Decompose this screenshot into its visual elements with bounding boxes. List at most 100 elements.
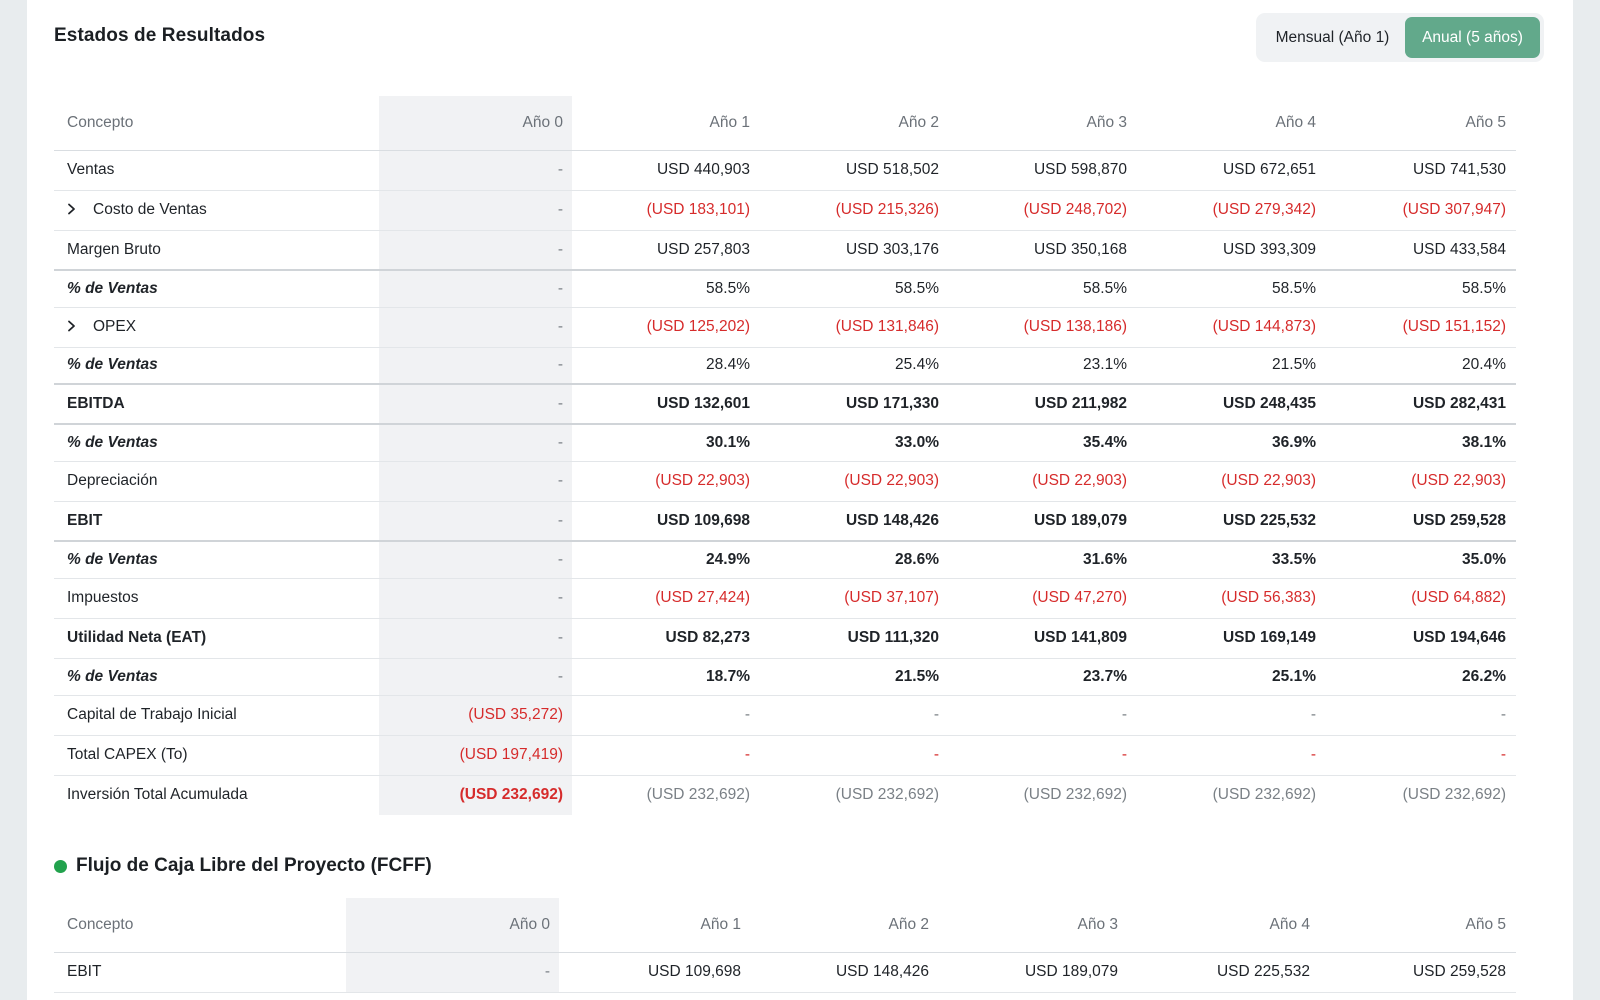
income-statement-table: Concepto Año 0 Año 1 Año 2 Año 3 Año 4 A…: [54, 96, 1516, 815]
cell: USD 225,532: [1128, 952, 1320, 993]
cell: -: [379, 270, 572, 308]
cell: (USD 47,270): [949, 578, 1137, 619]
table-row: Impuestos - (USD 27,424) (USD 37,107) (U…: [54, 578, 1516, 619]
cell: 28.6%: [760, 541, 949, 579]
row-label: EBITDA: [54, 384, 379, 425]
monthly-toggle-button[interactable]: Mensual (Año 1): [1275, 28, 1390, 46]
fcff-section-title: Flujo de Caja Libre del Proyecto (FCFF): [54, 855, 432, 877]
row-label: OPEX: [54, 307, 379, 348]
row-label: Impuestos: [54, 578, 379, 619]
cell: (USD 125,202): [572, 307, 760, 348]
column-header-ano-3: Año 3: [949, 96, 1137, 151]
cell: USD 257,803: [572, 230, 760, 271]
cell: USD 171,330: [760, 384, 949, 425]
cell: -: [379, 384, 572, 425]
row-label: Total CAPEX (To): [54, 735, 379, 776]
cell: (USD 56,383): [1137, 578, 1326, 619]
column-header-ano-0: Año 0: [346, 898, 559, 953]
cell: (USD 35,272): [379, 695, 572, 736]
cell: USD 169,149: [1137, 618, 1326, 659]
cell: 58.5%: [572, 270, 760, 308]
cell: (USD 232,692): [1212, 786, 1316, 804]
cell: 36.9%: [1137, 424, 1326, 462]
row-label: % de Ventas: [54, 347, 379, 385]
table-row[interactable]: OPEX - (USD 125,202) (USD 131,846) (USD …: [54, 307, 1516, 348]
cell: -: [379, 501, 572, 542]
cell: USD 248,435: [1137, 384, 1326, 425]
cell: -: [572, 735, 760, 776]
income-statement-title: Estados de Resultados: [54, 25, 266, 46]
cell: 28.4%: [572, 347, 760, 385]
table-row: EBIT - USD 109,698 USD 148,426 USD 189,0…: [54, 501, 1516, 542]
cell: 30.1%: [572, 424, 760, 462]
column-header-ano-2: Año 2: [751, 898, 939, 953]
row-label-text: OPEX: [93, 318, 137, 335]
cell: (USD 248,702): [949, 190, 1137, 231]
column-header-ano-5: Año 5: [1320, 898, 1516, 953]
table-row: Utilidad Neta (EAT) - USD 82,273 USD 111…: [54, 618, 1516, 659]
table-row: % de Ventas - 18.7% 21.5% 23.7% 25.1% 26…: [54, 658, 1516, 696]
cell: (USD 307,947): [1326, 190, 1516, 231]
cell: 21.5%: [1137, 347, 1326, 385]
cell: USD 282,431: [1326, 384, 1516, 425]
section-header: Estados de Resultados Mensual (Año 1) An…: [27, 0, 1573, 76]
annual-toggle-button[interactable]: Anual (5 años): [1405, 17, 1540, 58]
table-row: % de Ventas - 28.4% 25.4% 23.1% 21.5% 20…: [54, 347, 1516, 385]
table-row: % de Ventas - 30.1% 33.0% 35.4% 36.9% 38…: [54, 424, 1516, 462]
chevron-right-icon[interactable]: [67, 201, 93, 217]
row-label: EBIT: [54, 501, 379, 542]
cell: -: [379, 230, 572, 271]
cell: USD 189,079: [949, 501, 1137, 542]
cell: 35.4%: [949, 424, 1137, 462]
table-row: Margen Bruto - USD 257,803 USD 303,176 U…: [54, 230, 1516, 271]
cell: (USD 22,903): [572, 461, 760, 502]
cell: -: [379, 424, 572, 462]
row-label: Capital de Trabajo Inicial: [54, 695, 379, 736]
cell: (USD 37,107): [760, 578, 949, 619]
column-header-concepto: Concepto: [54, 96, 379, 151]
cell: -: [379, 541, 572, 579]
cell: -: [760, 735, 949, 776]
table-row: Total CAPEX (To) (USD 197,419) - - - - -: [54, 735, 1516, 776]
cell: -: [949, 695, 1137, 736]
cell: (USD 22,903): [1326, 461, 1516, 502]
period-toggle: Mensual (Año 1) Anual (5 años): [1256, 13, 1544, 62]
cell: (USD 183,101): [572, 190, 760, 231]
chevron-right-icon[interactable]: [67, 318, 93, 334]
cell: USD 148,426: [760, 501, 949, 542]
cell: 25.4%: [760, 347, 949, 385]
cell: 38.1%: [1326, 424, 1516, 462]
row-label: Ventas: [54, 150, 379, 191]
cell: USD 148,426: [751, 952, 939, 993]
cell: (USD 131,846): [760, 307, 949, 348]
cell: -: [379, 578, 572, 619]
row-label: Inversión Total Acumulada: [67, 786, 248, 804]
cell: (USD 151,152): [1326, 307, 1516, 348]
column-header-concepto: Concepto: [54, 898, 346, 953]
cell: (USD 232,692): [1023, 786, 1127, 804]
row-label-text: Costo de Ventas: [93, 201, 207, 218]
cell: USD 518,502: [760, 150, 949, 191]
cell: (USD 22,903): [760, 461, 949, 502]
cell: 23.1%: [949, 347, 1137, 385]
content-card: Estados de Resultados Mensual (Año 1) An…: [27, 0, 1573, 1000]
table-row: Depreciación - (USD 22,903) (USD 22,903)…: [54, 461, 1516, 502]
column-header-ano-4: Año 4: [1137, 96, 1326, 151]
row-label: Depreciación: [54, 461, 379, 502]
column-header-ano-5: Año 5: [1326, 96, 1516, 151]
table-row: Inversión Total Acumulada (USD 232,692) …: [54, 775, 1516, 815]
cell: (USD 27,424): [572, 578, 760, 619]
cell: -: [760, 695, 949, 736]
row-label: % de Ventas: [54, 541, 379, 579]
cell: -: [949, 735, 1137, 776]
cell: USD 109,698: [559, 952, 751, 993]
cell: USD 189,079: [939, 952, 1128, 993]
cell: USD 109,698: [572, 501, 760, 542]
cell: 58.5%: [760, 270, 949, 308]
cell: (USD 197,419): [379, 735, 572, 776]
cell: USD 211,982: [949, 384, 1137, 425]
table-row: EBIT - USD 109,698 USD 148,426 USD 189,0…: [54, 952, 1516, 993]
cell: (USD 232,692): [835, 786, 939, 804]
table-row[interactable]: Costo de Ventas - (USD 183,101) (USD 215…: [54, 190, 1516, 231]
cell: 58.5%: [1137, 270, 1326, 308]
